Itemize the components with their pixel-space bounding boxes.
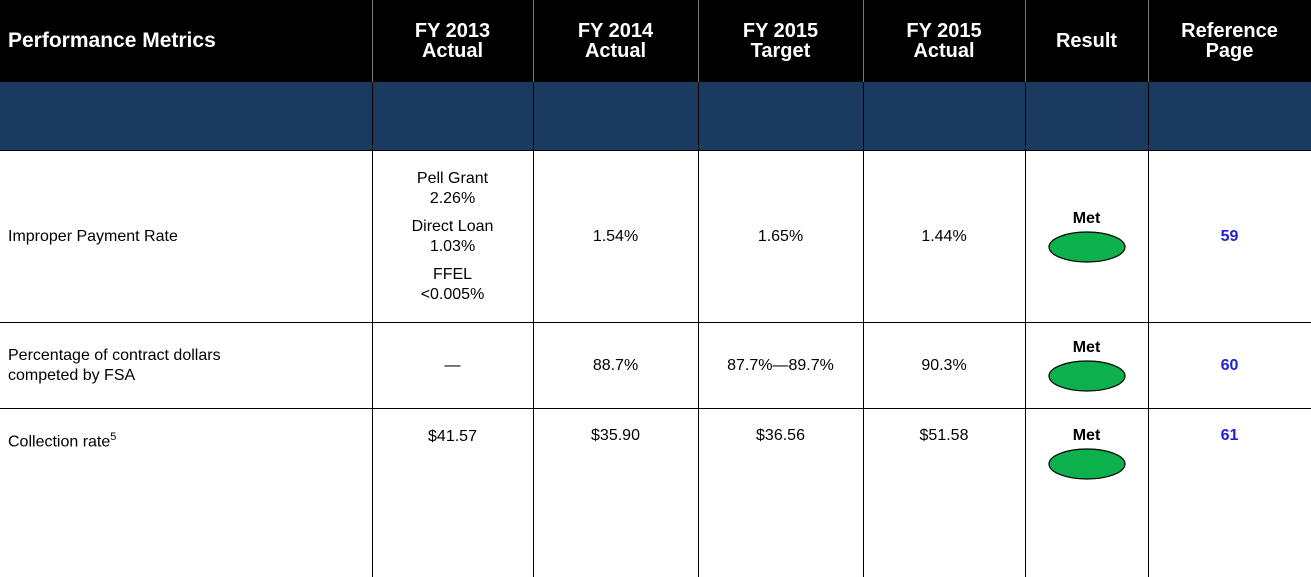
fy2015-actual-cell: 90.3% [862,322,1026,409]
metric-text: Percentage of contract dollars [8,346,221,364]
fy2013-cell: — [371,322,534,409]
fy2014-cell: 1.54% [532,150,699,323]
reference-link: 59 [1220,227,1239,245]
reference-cell: 60 [1147,322,1311,409]
fy2015-actual-cell: $51.58 [862,408,1026,577]
header-row: Performance Metrics FY 2013 Actual FY 2014 A… [0,0,1311,82]
value-text: 2.26% [429,189,476,207]
metric-text: competed by FSA [8,366,136,384]
status-indicator [1047,448,1126,480]
reference-link: 61 [1220,427,1239,444]
value-text: <0.005% [420,285,485,303]
fy2015-target-cell: 1.65% [697,150,864,323]
header-text: Result [1055,30,1118,52]
fy2015-target-cell: 87.7%—89.7% [697,322,864,409]
value-text: 1.44% [921,227,967,245]
reference-link: 60 [1220,356,1239,374]
value-text: — [444,356,461,374]
header-cell: FY 2015 Target [697,0,864,82]
header-cell: FY 2015 Actual [862,0,1026,82]
header-text: Actual [913,40,975,62]
header-text: Performance Metrics [8,29,216,52]
status-oval [1047,230,1126,263]
header-text: Actual [584,40,647,62]
value-text: 90.3% [921,356,967,374]
value-text: $41.57 [428,428,477,445]
result-text: Met [1072,427,1101,444]
header-text: Target [750,40,811,62]
fy2015-target-cell: $36.56 [697,408,864,577]
reference-cell: 61 [1147,408,1311,577]
data-row: Improper Payment Rate Pell Grant 2.26% Dire… [0,150,1311,323]
reference-cell: 59 [1147,150,1311,323]
fy2015-actual-cell: 1.44% [862,150,1026,323]
fy2013-cell: $41.57 [371,408,534,577]
value-text: 87.7%—89.7% [727,356,834,374]
header-cell: FY 2013 Actual [371,0,534,82]
metric-text: Collection rate5 [8,431,117,451]
header-text: Page [1205,40,1254,62]
header-text: Actual [421,40,484,62]
header-cell: Performance Metrics [0,0,373,82]
header-cell: Result [1024,0,1149,82]
fy2014-cell: $35.90 [532,408,699,577]
metric-cell: Collection rate5 [0,408,373,577]
header-text: FY 2014 [577,20,654,42]
status-indicator [1047,230,1126,263]
value-text: 1.65% [757,227,804,245]
result-cell: Met [1024,150,1149,323]
result-cell: Met [1024,408,1149,577]
value-text: 1.03% [429,237,476,255]
status-oval [1047,359,1126,392]
metric-cell: Percentage of contract dollars competed b… [0,322,373,409]
value-text: 1.54% [592,227,639,245]
paragraph: Direct Loan 1.03% [379,217,527,257]
result-cell: Met [1024,322,1149,409]
header-text: Reference [1181,20,1278,42]
value-text: 88.7% [592,356,639,374]
paragraph: — [379,356,527,376]
result-text: Met [1072,338,1101,356]
value-text: $36.56 [756,427,805,444]
header-cell: Reference Page [1147,0,1311,82]
data-row: Collection rate5 $41.57 $35.90 $36.56 $51.58… [0,408,1311,577]
paragraph: $41.57 [379,427,527,447]
header-text: FY 2013 [414,20,491,42]
paragraph: FFEL <0.005% [379,265,527,305]
value-text: FFEL [432,265,473,283]
fy2013-cell: Pell Grant 2.26% Direct Loan 1.03% FFEL <0.00… [371,150,534,323]
band-row [0,82,1311,151]
header-cell: FY 2014 Actual [532,0,699,82]
value-text: Pell Grant [416,169,489,187]
header-text: FY 2015 [742,20,819,42]
paragraph: Pell Grant 2.26% [379,169,527,209]
metric-cell: Improper Payment Rate [0,150,373,323]
value-text: $35.90 [591,427,640,444]
data-row: Percentage of contract dollars competed b… [0,322,1311,409]
value-text: $51.58 [919,427,969,444]
value-text: Direct Loan [411,217,494,235]
header-text: FY 2015 [906,20,982,42]
result-text: Met [1072,209,1101,227]
footnote-mark: 5 [110,431,117,443]
fy2014-cell: 88.7% [532,322,699,409]
status-indicator [1047,359,1126,392]
metric-text: Improper Payment Rate [8,227,178,245]
status-oval [1047,448,1126,480]
